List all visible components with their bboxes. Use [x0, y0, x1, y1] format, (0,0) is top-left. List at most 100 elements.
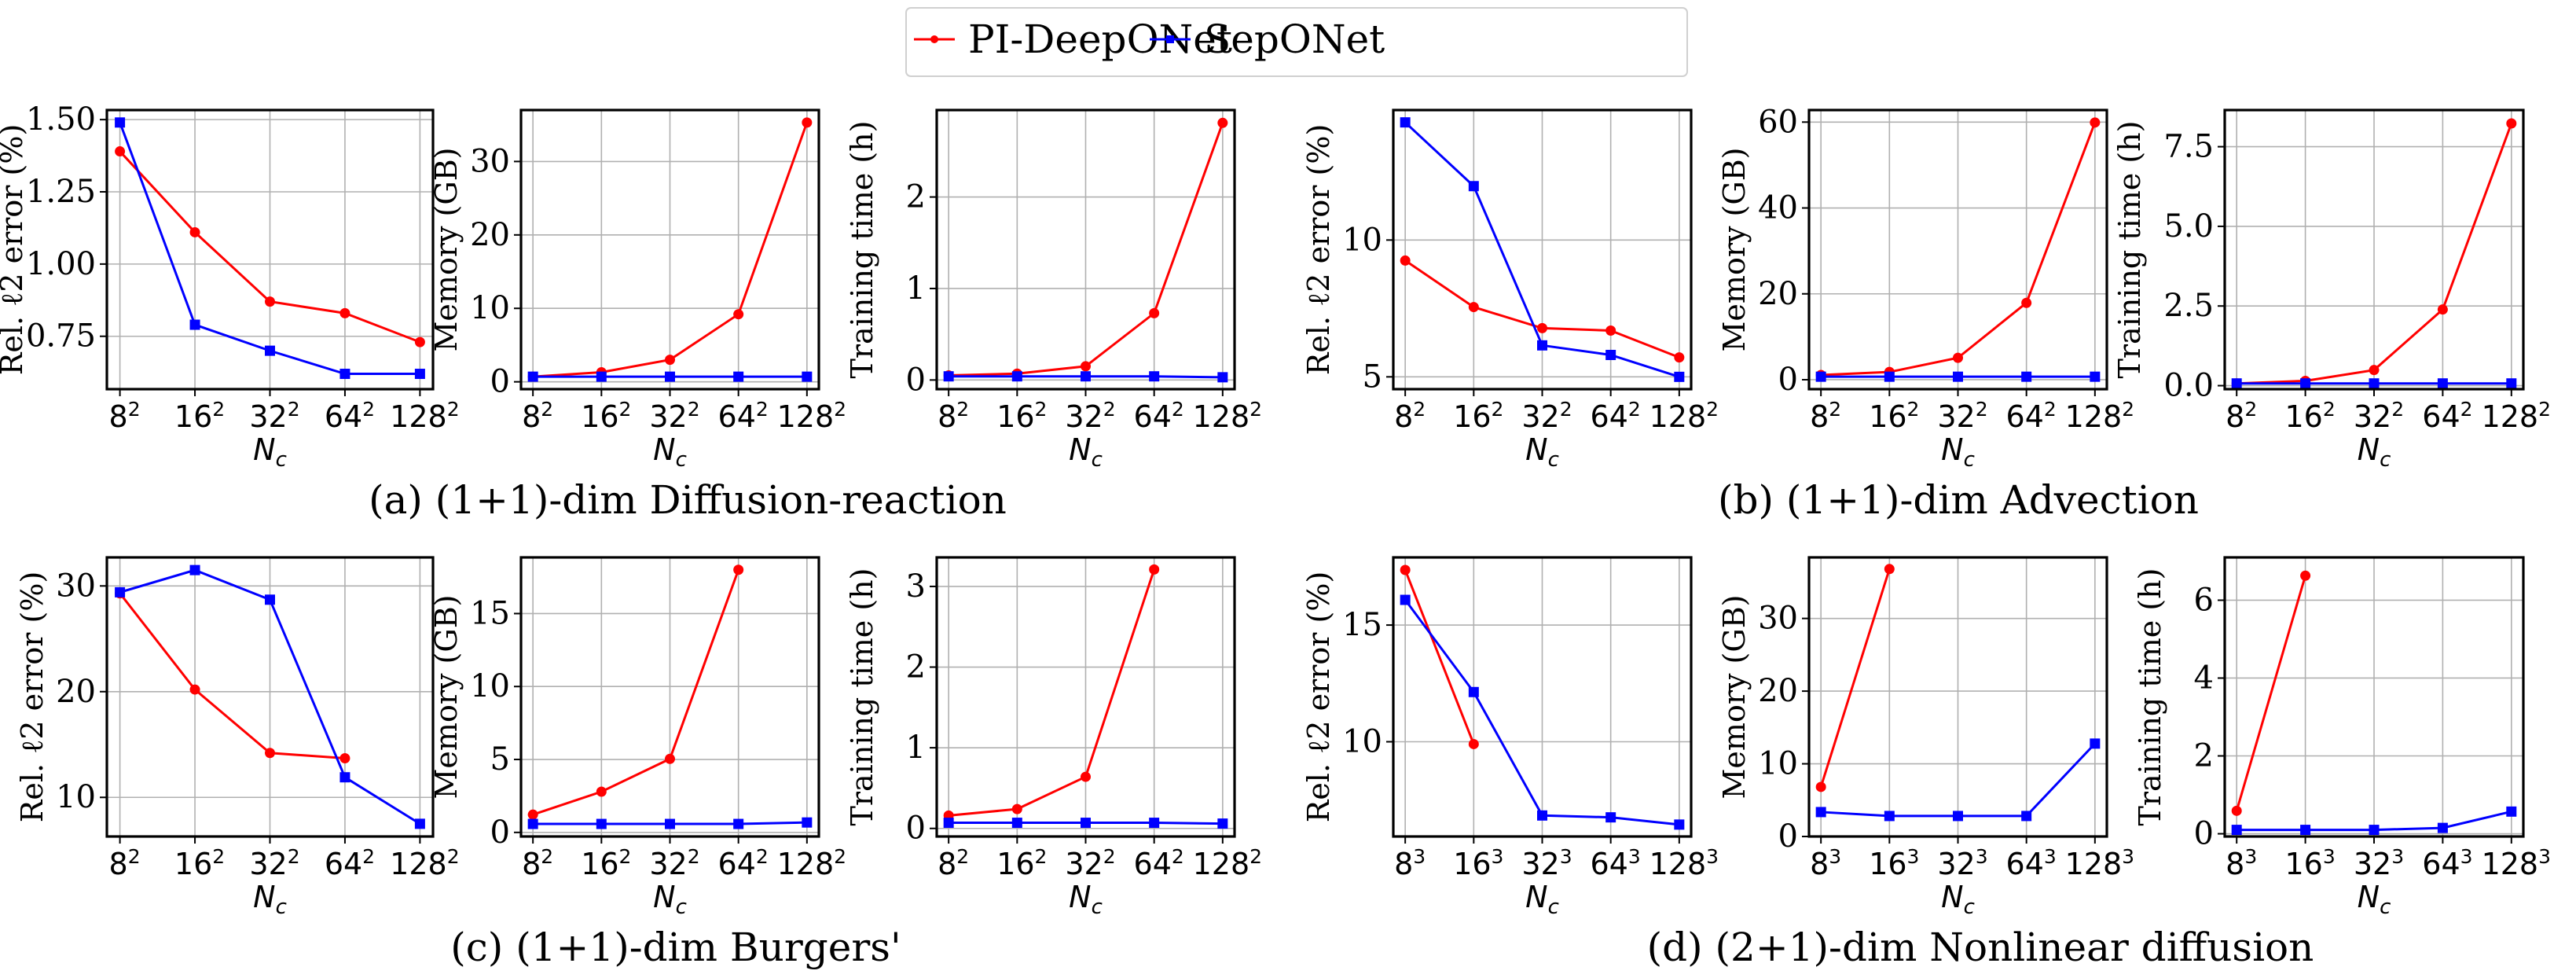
- data-point-seponet: [2300, 378, 2311, 389]
- subplot-d-2: 0 10 20 30 83 163 323 643 1283 Nc Memory (GB): [1717, 556, 2134, 919]
- y-tick-label: 1: [906, 270, 926, 307]
- x-tick-label: 642: [718, 845, 769, 881]
- x-tick-label: 83: [1810, 845, 1841, 881]
- x-tick-label: 642: [2006, 398, 2057, 434]
- y-tick-label: 10: [1758, 746, 1798, 782]
- legend-marker-seponet: [1166, 35, 1174, 43]
- caption-c: (c) (1+1)-dim Burgers': [450, 925, 901, 970]
- subplot-b-1: 5 10 82 162 322 642 1282 Nc Rel. ℓ2 error (%): [1301, 108, 1719, 472]
- x-tick-label: 162: [174, 398, 225, 434]
- subplot-b-3: 0.0 2.5 5.0 7.5 82 162 322 642 1282 Nc Training ti…: [2112, 108, 2551, 472]
- data-point-seponet: [2506, 378, 2517, 389]
- subplot-a-2: 0 10 20 30 82 162 322 642 1282 Nc Memory (GB): [429, 108, 846, 472]
- y-tick-label: 10: [1342, 723, 1382, 759]
- data-point-seponet: [1884, 811, 1895, 822]
- data-point-pi-deeponet: [1884, 564, 1895, 575]
- y-tick-label: 0.0: [2163, 368, 2214, 404]
- data-point-seponet: [2021, 811, 2032, 822]
- data-point-pi-deeponet: [339, 307, 350, 318]
- data-point-pi-deeponet: [1400, 564, 1411, 575]
- data-point-seponet: [2369, 825, 2380, 836]
- data-point-seponet: [733, 818, 744, 829]
- data-point-pi-deeponet: [339, 752, 350, 763]
- x-tick-label: 643: [2422, 845, 2472, 881]
- x-tick-label: 1282: [390, 398, 459, 434]
- data-point-pi-deeponet: [527, 809, 538, 820]
- x-tick-label: 162: [581, 845, 631, 881]
- y-tick-label: 2: [906, 179, 926, 215]
- data-point-pi-deeponet: [1149, 307, 1160, 318]
- y-tick-label: 40: [1758, 190, 1798, 226]
- x-axis-label: Nc: [2358, 880, 2391, 919]
- y-tick-label: 0: [2194, 816, 2214, 852]
- series-line-pi-deeponet: [1404, 569, 1475, 745]
- y-tick-label: 60: [1758, 104, 1798, 140]
- x-tick-label: 642: [325, 845, 375, 881]
- x-tick-label: 643: [1591, 845, 1641, 881]
- y-tick-label: 20: [56, 674, 96, 710]
- x-tick-label: 322: [249, 398, 299, 434]
- data-point-seponet: [2021, 371, 2032, 382]
- y-tick-label: 1.25: [26, 174, 96, 210]
- x-tick-label: 162: [996, 845, 1047, 881]
- x-tick-label: 83: [1394, 845, 1426, 881]
- x-tick-label: 322: [649, 845, 699, 881]
- data-point-seponet: [414, 818, 425, 829]
- data-point-pi-deeponet: [1815, 781, 1826, 792]
- y-tick-label: 20: [470, 217, 510, 253]
- legend-frame: [905, 7, 1688, 77]
- y-axis-label: Rel. ℓ2 error (%): [1301, 124, 1336, 376]
- x-tick-label: 322: [249, 845, 299, 881]
- x-tick-label: 82: [109, 398, 141, 434]
- x-axis-label: Nc: [653, 432, 687, 472]
- legend: PI-DeepONet SepONet: [905, 7, 1688, 77]
- y-tick-label: 2: [906, 649, 926, 686]
- data-point-seponet: [2437, 378, 2448, 389]
- data-point-pi-deeponet: [2437, 304, 2448, 315]
- x-tick-label: 162: [174, 845, 225, 881]
- legend-marker-pi-deeponet: [930, 35, 938, 43]
- data-point-seponet: [1217, 818, 1228, 829]
- data-point-pi-deeponet: [1674, 352, 1685, 363]
- y-tick-label: 15: [1342, 607, 1382, 643]
- data-point-seponet: [2090, 738, 2101, 749]
- y-tick-label: 7.5: [2163, 129, 2214, 165]
- y-tick-label: 5: [1363, 358, 1382, 395]
- caption-d: (d) (2+1)-dim Nonlinear diffusion: [1647, 925, 2314, 970]
- x-tick-label: 82: [522, 398, 553, 434]
- x-tick-label: 642: [1134, 845, 1184, 881]
- y-axis-label: Rel. ℓ2 error (%): [15, 572, 50, 823]
- x-axis-label: Nc: [1525, 432, 1559, 472]
- data-point-pi-deeponet: [414, 336, 425, 347]
- data-point-seponet: [1884, 371, 1895, 382]
- data-point-pi-deeponet: [1400, 255, 1411, 266]
- data-point-pi-deeponet: [1953, 352, 1963, 363]
- data-point-seponet: [1468, 686, 1479, 697]
- y-tick-label: 6: [2194, 582, 2214, 618]
- y-tick-label: 0: [490, 814, 510, 851]
- y-tick-label: 10: [56, 779, 96, 815]
- y-tick-label: 0: [490, 364, 510, 400]
- data-point-seponet: [115, 117, 126, 128]
- data-point-seponet: [943, 371, 954, 382]
- data-point-seponet: [1815, 371, 1826, 382]
- data-point-seponet: [1081, 818, 1091, 829]
- data-point-seponet: [2231, 378, 2242, 389]
- y-axis-label: Rel. ℓ2 error (%): [1301, 572, 1336, 823]
- data-point-pi-deeponet: [665, 753, 675, 764]
- x-tick-label: 82: [1394, 398, 1426, 434]
- data-point-pi-deeponet: [2506, 118, 2517, 129]
- x-tick-label: 162: [1869, 398, 1919, 434]
- y-tick-label: 5.0: [2163, 208, 2214, 244]
- data-point-seponet: [1217, 372, 1228, 383]
- x-axis-label: Nc: [653, 880, 687, 919]
- data-point-seponet: [2369, 378, 2380, 389]
- x-axis-label: Nc: [1525, 880, 1559, 919]
- data-point-pi-deeponet: [2369, 365, 2380, 376]
- series-line-pi-deeponet: [532, 569, 740, 816]
- x-tick-label: 82: [938, 398, 969, 434]
- x-tick-label: 1283: [1649, 845, 1719, 881]
- x-tick-label: 1282: [2065, 398, 2134, 434]
